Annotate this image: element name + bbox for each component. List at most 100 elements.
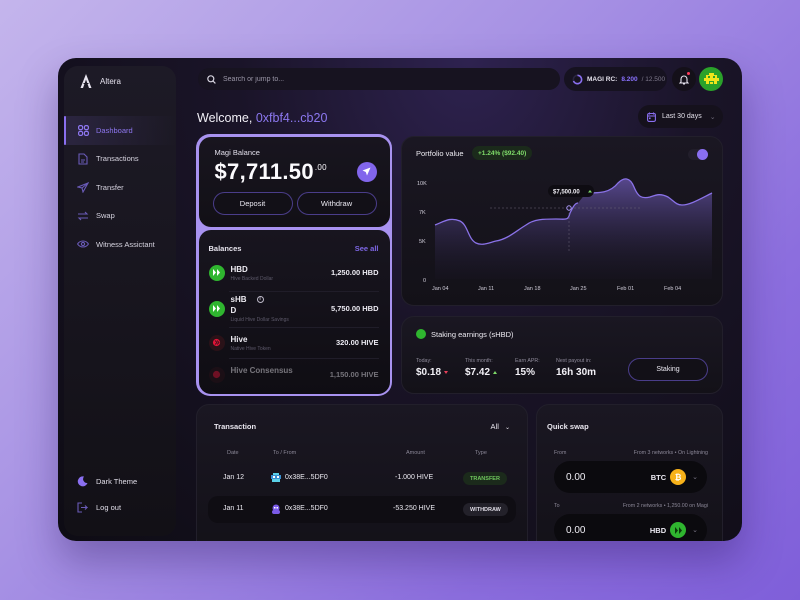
x-tick: Jan 18 xyxy=(524,286,541,292)
dark-theme-toggle[interactable]: Dark Theme xyxy=(77,468,137,494)
x-tick: Jan 04 xyxy=(432,286,449,292)
balance-name: Hive Consensus xyxy=(230,366,293,375)
chevron-down-icon[interactable]: ⌄ xyxy=(692,474,698,481)
trend-up-icon xyxy=(493,371,498,374)
chart-tooltip: $7,500.00 xyxy=(553,190,580,196)
tx-party[interactable]: 0x38E...5DF0 xyxy=(285,505,328,512)
quick-swap-title: Quick swap xyxy=(547,422,589,431)
x-tick: Feb 01 xyxy=(617,286,634,292)
send-arrow-icon xyxy=(362,167,371,176)
staking-button-label: Staking xyxy=(656,366,680,373)
tx-type-badge: WITHDRAW xyxy=(463,503,508,516)
sidebar-item-label: Swap xyxy=(96,211,115,221)
balance-row-hbd[interactable]: HBD Hive Backed Dollar 1,250.00 HBD xyxy=(208,258,379,288)
send-button[interactable] xyxy=(356,161,377,182)
balance-name: HBD xyxy=(230,264,248,274)
sidebar-item-label: Transactions xyxy=(96,154,139,164)
x-tick: Jan 25 xyxy=(570,286,587,292)
welcome-prefix: Welcome, xyxy=(197,111,253,125)
to-label: To xyxy=(554,503,560,509)
y-tick: 10K xyxy=(417,181,427,187)
chevron-down-icon[interactable]: ⌄ xyxy=(692,527,698,534)
swap-from-field[interactable]: 0.00 BTC ₿ ⌄ xyxy=(554,461,707,493)
search-bar[interactable] xyxy=(198,68,560,90)
column-header: Date xyxy=(227,450,239,456)
divider xyxy=(228,326,379,328)
balance-name: Hive xyxy=(230,334,248,344)
sidebar-item-witness-assistant[interactable]: Witness Assictant xyxy=(64,230,176,259)
portfolio-change-badge: +1.24% ($92.40) xyxy=(472,146,533,160)
divider xyxy=(228,357,379,359)
balances-title: Balances xyxy=(208,243,242,253)
hbd-coin-icon xyxy=(670,522,687,538)
withdraw-button[interactable]: Withdraw xyxy=(296,191,377,215)
brand[interactable]: Altera xyxy=(80,74,121,88)
moon-icon xyxy=(77,475,88,486)
portfolio-toggle[interactable] xyxy=(688,149,708,160)
search-icon xyxy=(207,74,216,84)
tx-type-badge: TRANSFER xyxy=(463,472,507,485)
tx-party[interactable]: 0x38E...5DF0 xyxy=(285,474,328,481)
sidebar-item-transactions[interactable]: Transactions xyxy=(64,145,176,174)
x-tick: Feb 04 xyxy=(664,286,681,292)
balance-subtitle: Hive Backed Dollar xyxy=(230,275,274,282)
eye-icon xyxy=(77,238,89,250)
balances-card: Balances See all HBD Hive Backed Dollar 1… xyxy=(198,229,390,394)
balance-name: sHB i D xyxy=(231,294,289,316)
swap-to-amount[interactable]: 0.00 xyxy=(566,524,586,536)
sidebar-item-dashboard[interactable]: Dashboard xyxy=(64,116,176,145)
shbd-coin-icon xyxy=(208,300,225,317)
sidebar-item-swap[interactable]: Swap xyxy=(64,202,176,231)
magi-balance-label: Magi Balance xyxy=(214,147,260,157)
pixel-avatar-icon xyxy=(272,504,280,514)
y-tick: 0 xyxy=(423,278,426,284)
withdraw-label: Withdraw xyxy=(320,198,353,208)
altera-logo-icon xyxy=(80,74,92,88)
avatar[interactable] xyxy=(699,67,723,91)
swap-to-field[interactable]: 0.00 HBD ⌄ xyxy=(554,514,707,541)
balance-value: 320.00 HIVE xyxy=(335,338,379,347)
app-window: Altera Dashboard Transactions Transfer S… xyxy=(58,58,742,541)
see-all-link[interactable]: See all xyxy=(354,243,379,253)
toggle-knob xyxy=(697,149,708,160)
stat-apr: Earn APR: 15% xyxy=(515,358,540,378)
sidebar-item-label: Dashboard xyxy=(96,125,133,135)
btc-coin-icon: ₿ xyxy=(670,469,687,485)
sidebar-item-transfer[interactable]: Transfer xyxy=(64,173,176,202)
balance-row-shbd[interactable]: sHB i D Liquid Hive Dollar Savings 5,750.0… xyxy=(208,292,379,326)
tx-date: Jan 12 xyxy=(223,474,245,481)
stat-this-month: This month: $7.42 xyxy=(465,358,498,378)
deposit-button[interactable]: Deposit xyxy=(212,191,293,215)
chevron-down-icon: ⌄ xyxy=(709,113,716,121)
swap-from-symbol: BTC xyxy=(650,472,667,482)
to-note: From 2 networks • 1,250.00 on Magi xyxy=(622,503,708,509)
balance-row-hive[interactable]: Hive Native Hive Token 320.00 HIVE xyxy=(208,328,379,358)
staking-button[interactable]: Staking xyxy=(628,358,708,381)
magi-rc-indicator[interactable]: MAGI RC: 8.200 / 12.500 xyxy=(564,67,667,91)
sidebar: Altera Dashboard Transactions Transfer S… xyxy=(64,66,176,536)
column-header: To / From xyxy=(273,450,297,456)
transactions-filter[interactable]: All ⌄ xyxy=(490,422,510,431)
send-icon xyxy=(77,181,89,193)
sidebar-item-label: Witness Assictant xyxy=(96,239,155,249)
table-row[interactable]: Jan 12 0x38E...5DF0 -1.000 HIVE TRANSFER xyxy=(208,465,516,492)
portfolio-chart[interactable]: 10K 7K 5K 0 Jan 04 Jan 11 Jan 18 Jan 25 … xyxy=(410,169,720,301)
swap-arrows-icon xyxy=(77,210,89,222)
search-input[interactable] xyxy=(223,75,523,83)
document-icon xyxy=(77,153,89,165)
balance-row-hive-consensus[interactable]: Hive Consensus 1,150.00 HIVE xyxy=(208,360,379,390)
swap-from-amount[interactable]: 0.00 xyxy=(566,471,586,483)
y-tick: 5K xyxy=(419,239,426,245)
date-range-value: Last 30 days xyxy=(662,113,702,120)
divider xyxy=(228,290,379,292)
logout-button[interactable]: Log out xyxy=(77,494,137,520)
stat-today: Today: $0.18 xyxy=(416,358,449,378)
magi-balance-cents: .00 xyxy=(314,162,327,172)
date-range-select[interactable]: Last 30 days ⌄ xyxy=(638,105,723,128)
portfolio-card: Portfolio value +1.24% ($92.40) 10K 7K 5… xyxy=(401,136,723,306)
info-icon[interactable]: i xyxy=(256,296,264,304)
notifications-button[interactable] xyxy=(672,67,696,91)
logout-icon xyxy=(77,501,88,513)
wallet-address[interactable]: 0xfbf4...cb20 xyxy=(255,111,328,125)
table-row[interactable]: Jan 11 0x38E...5DF0 -53.250 HIVE WITHDRA… xyxy=(208,496,516,523)
